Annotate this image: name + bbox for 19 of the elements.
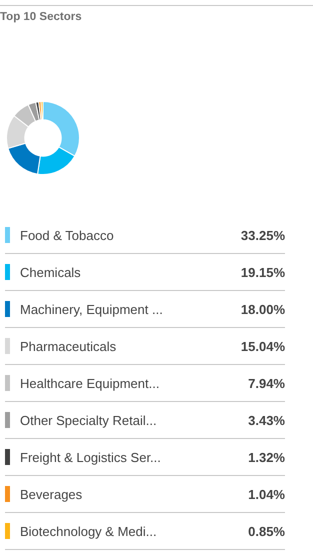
data-label: 33.25%: [240, 228, 285, 242]
data-label: 15.04%: [240, 338, 285, 354]
chart-title: Top 10 Sectors: [0, 11, 82, 23]
legend-label: Freight & Logistics Ser...: [20, 450, 162, 464]
data-label: 1.04%: [248, 486, 285, 502]
data-label: 7.94%: [248, 376, 285, 390]
legend-label: Healthcare Equipment...: [20, 376, 160, 390]
legend-label: Machinery, Equipment ...: [20, 302, 164, 316]
legend-label: Food & Tobacco: [20, 228, 115, 242]
legend-label: Chemicals: [20, 264, 82, 280]
legend-label: Biotechnology & Medi...: [20, 524, 158, 538]
legend-label: Beverages: [20, 486, 84, 502]
legend-label: Other Specialty Retail...: [20, 412, 158, 428]
data-label: 19.15%: [240, 264, 285, 280]
data-label: 18.00%: [240, 302, 285, 316]
data-label: 1.32%: [248, 450, 285, 464]
data-label: 3.43%: [248, 412, 285, 428]
legend-label: Pharmaceuticals: [20, 338, 118, 354]
data-label: 0.85%: [248, 524, 285, 538]
